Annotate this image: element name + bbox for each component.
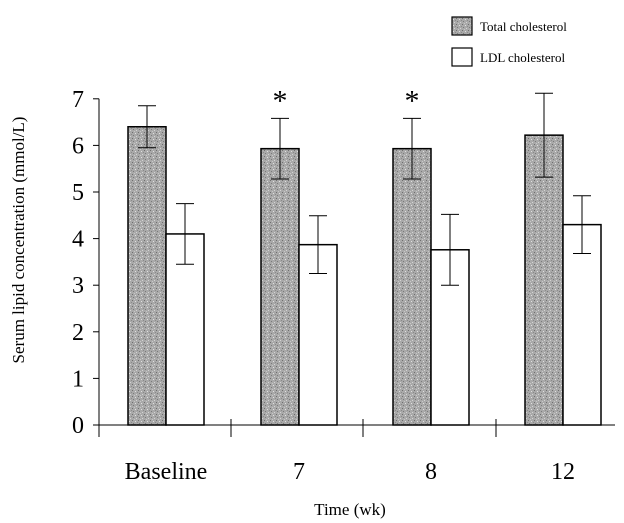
x-tick-label-7: 7 (293, 459, 305, 485)
bar-total-cholesterol-baseline (127, 126, 167, 426)
error-bar-ldl-cholesterol-7 (309, 215, 327, 275)
x-tick-label-8: 8 (425, 459, 437, 485)
y-tick-label-2: 2 (72, 320, 84, 346)
y-tick-label-6: 6 (72, 133, 84, 159)
significance-star-8: * (405, 84, 420, 117)
y-axis: 0 1 2 3 4 5 6 7 (72, 87, 100, 439)
bar-ldl-cholesterol-12 (562, 223, 602, 426)
legend-swatch-ldl-cholesterol (451, 47, 473, 67)
error-bar-total-cholesterol-8 (403, 117, 421, 180)
error-bar-ldl-cholesterol-12 (573, 195, 591, 255)
x-axis: Baseline 7 8 12 (94, 419, 615, 485)
y-axis-title: Serum lipid concentration (mmol/L) (9, 117, 28, 364)
y-tick-label-4: 4 (72, 227, 84, 253)
bar-total-cholesterol-12 (524, 134, 564, 426)
y-tick-label-3: 3 (72, 273, 84, 299)
bar-total-cholesterol-7 (260, 147, 300, 426)
bars (127, 92, 602, 426)
legend-label-ldl-cholesterol: LDL cholesterol (480, 50, 565, 65)
x-tick-label-12: 12 (551, 459, 575, 485)
significance-star-7: * (273, 84, 288, 117)
x-axis-title: Time (wk) (314, 500, 386, 519)
error-bar-ldl-cholesterol-8 (441, 213, 459, 286)
legend-label-total-cholesterol: Total cholesterol (480, 19, 567, 34)
y-tick-label-0: 0 (72, 413, 84, 439)
error-bar-total-cholesterol-12 (535, 92, 553, 178)
annotations: * * (273, 84, 420, 117)
bar-total-cholesterol-8 (392, 147, 432, 426)
legend: Total cholesterol LDL cholesterol (451, 16, 567, 67)
y-tick-label-1: 1 (72, 366, 84, 392)
error-bar-total-cholesterol-baseline (138, 105, 156, 149)
error-bar-total-cholesterol-7 (271, 117, 289, 180)
legend-swatch-total-cholesterol (451, 16, 473, 36)
x-tick-label-baseline: Baseline (125, 459, 208, 485)
y-tick-label-5: 5 (72, 180, 84, 206)
bar-ldl-cholesterol-7 (298, 243, 338, 426)
error-bar-ldl-cholesterol-baseline (176, 203, 194, 265)
y-tick-label-7: 7 (72, 87, 84, 113)
